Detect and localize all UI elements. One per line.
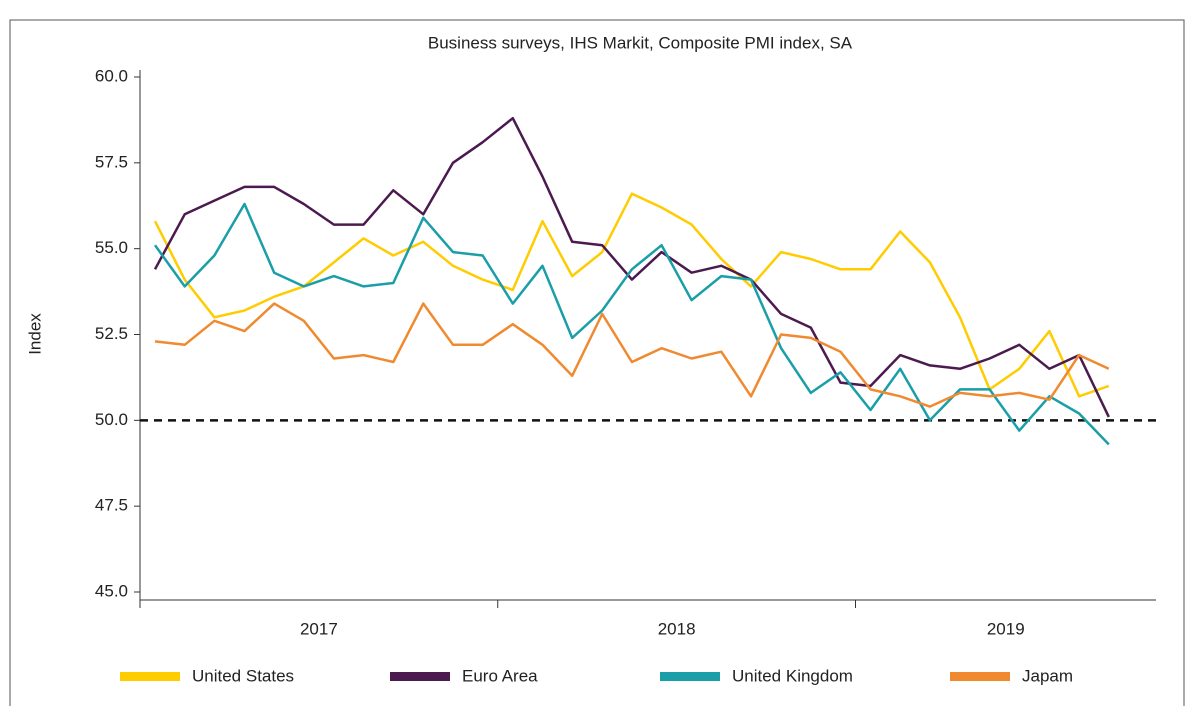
legend-label: United States	[192, 666, 294, 685]
legend-swatch	[120, 672, 180, 681]
legend-swatch	[390, 672, 450, 681]
legend-label: United Kingdom	[732, 666, 853, 685]
y-tick-label: 47.5	[95, 496, 128, 515]
series-line	[153, 202, 1110, 446]
y-tick-label: 55.0	[95, 238, 128, 257]
x-tick-label: 2018	[658, 619, 696, 638]
y-tick-label: 57.5	[95, 152, 128, 171]
frame	[9, 19, 1185, 706]
legend-swatch	[950, 672, 1010, 681]
series-line	[153, 116, 1110, 418]
y-tick-label: 60.0	[95, 66, 128, 85]
series-line	[153, 192, 1110, 398]
y-tick-label: 45.0	[95, 581, 128, 600]
y-tick-label: 52.5	[95, 324, 128, 343]
y-tick-label: 50.0	[95, 410, 128, 429]
x-tick-label: 2019	[987, 619, 1025, 638]
legend-swatch	[660, 672, 720, 681]
y-axis-label: Index	[25, 313, 44, 355]
x-tick-label: 2017	[300, 619, 338, 638]
legend-label: Japam	[1022, 666, 1073, 685]
chart-title: Business surveys, IHS Markit, Composite …	[428, 33, 853, 52]
series-line	[154, 302, 1110, 408]
legend-label: Euro Area	[462, 666, 538, 685]
